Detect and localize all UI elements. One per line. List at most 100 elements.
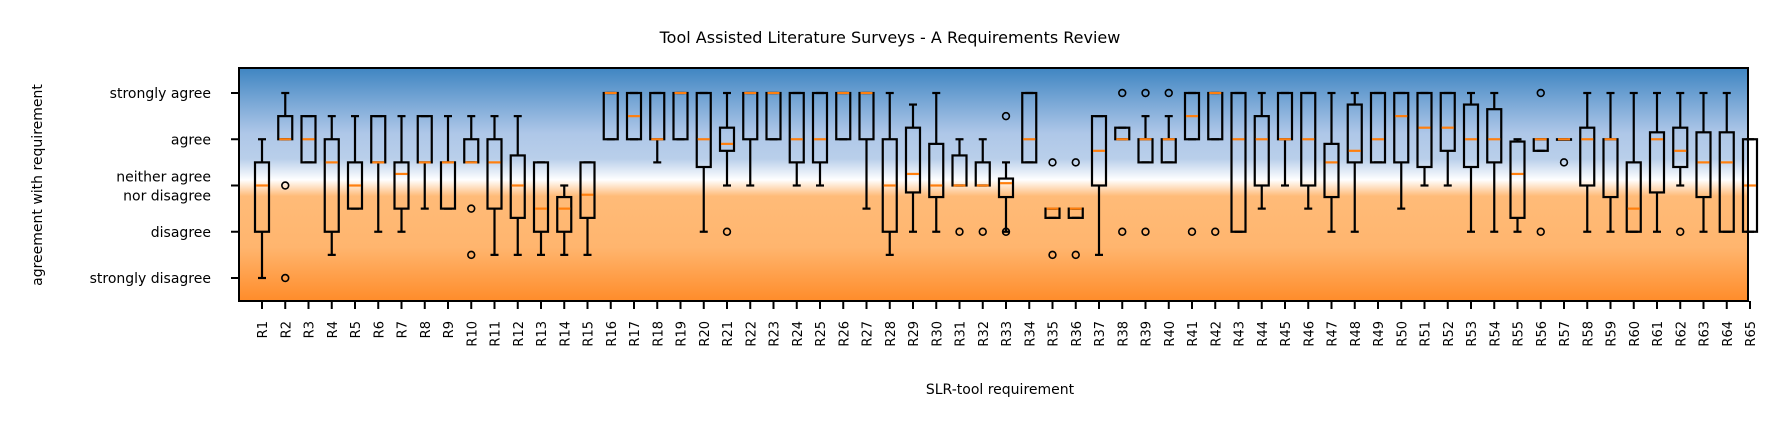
outlier-point bbox=[1536, 88, 1545, 98]
x-tick-label: R2 bbox=[279, 321, 294, 338]
box-R57 bbox=[1555, 138, 1573, 167]
x-tick-label: R44 bbox=[1256, 321, 1271, 347]
box-R19 bbox=[672, 91, 689, 141]
box-R12 bbox=[509, 115, 526, 256]
box-R49 bbox=[1369, 91, 1387, 164]
x-tick-label: R62 bbox=[1674, 321, 1689, 347]
box-R34 bbox=[1021, 91, 1038, 164]
box-R30 bbox=[928, 91, 945, 233]
x-tick-label: R19 bbox=[675, 321, 690, 347]
x-tick-label: R55 bbox=[1512, 321, 1527, 347]
box-iqr bbox=[1021, 91, 1038, 164]
box-R3 bbox=[300, 115, 317, 164]
box-R43 bbox=[1230, 91, 1247, 233]
x-tick-label: R20 bbox=[698, 321, 713, 347]
x-tick-label: R65 bbox=[1744, 321, 1759, 347]
y-tick-label: strongly agree bbox=[110, 86, 211, 102]
box-R32 bbox=[974, 138, 991, 236]
box-R38 bbox=[1114, 88, 1131, 236]
box-R45 bbox=[1276, 91, 1294, 187]
x-axis-label: SLR-tool requirement bbox=[926, 382, 1075, 398]
x-tick-label: R24 bbox=[791, 321, 806, 347]
y-axis: strongly disagree disagree neither agree no… bbox=[90, 86, 239, 287]
box-R1 bbox=[253, 138, 271, 280]
x-axis: R1 R2 R3 R4 R5 R6 R7 R8 R9 R10 R11 R12 R13 R14 R15 R16 R… bbox=[256, 301, 1759, 347]
box-R25 bbox=[811, 91, 829, 187]
box-iqr bbox=[1253, 115, 1270, 187]
x-tick-label: R40 bbox=[1163, 321, 1178, 347]
outlier-point bbox=[1536, 227, 1545, 236]
box-iqr bbox=[1695, 131, 1712, 199]
x-tick-label: R21 bbox=[721, 321, 736, 347]
outlier-point bbox=[1164, 88, 1173, 98]
x-tick-label: R17 bbox=[628, 321, 643, 347]
box-R44 bbox=[1253, 91, 1270, 210]
box-R52 bbox=[1439, 91, 1456, 187]
box-iqr bbox=[1393, 91, 1410, 164]
box-iqr bbox=[532, 161, 550, 233]
box-iqr bbox=[1718, 131, 1735, 233]
box-R21 bbox=[718, 91, 736, 236]
x-tick-label: R9 bbox=[442, 321, 457, 338]
box-iqr bbox=[300, 115, 317, 164]
outlier-point bbox=[978, 227, 987, 236]
x-tick-label: R36 bbox=[1070, 321, 1085, 347]
box-R37 bbox=[1090, 115, 1108, 256]
y-tick-label: strongly disagree bbox=[90, 271, 211, 287]
x-tick-label: R16 bbox=[605, 321, 620, 347]
x-tick-label: R6 bbox=[372, 321, 387, 338]
box-iqr bbox=[556, 195, 573, 233]
x-tick-label: R30 bbox=[930, 321, 945, 347]
x-tick-label: R3 bbox=[303, 321, 318, 338]
outlier-point bbox=[1001, 111, 1011, 121]
box-R64 bbox=[1718, 91, 1735, 233]
chart-title: Tool Assisted Literature Surveys - A Req… bbox=[659, 28, 1121, 47]
box-R23 bbox=[765, 91, 782, 141]
box-R62 bbox=[1672, 91, 1689, 236]
x-tick-label: R26 bbox=[837, 321, 852, 347]
box-R53 bbox=[1462, 91, 1480, 233]
box-iqr bbox=[253, 161, 271, 233]
box-iqr bbox=[1090, 115, 1108, 187]
box-iqr bbox=[393, 161, 410, 210]
box-iqr bbox=[486, 138, 503, 210]
x-tick-label: R58 bbox=[1581, 321, 1596, 347]
x-tick-label: R22 bbox=[744, 321, 759, 347]
x-tick-label: R15 bbox=[582, 321, 597, 347]
box-iqr bbox=[1369, 91, 1387, 164]
x-tick-label: R46 bbox=[1302, 321, 1317, 347]
box-iqr bbox=[928, 142, 945, 199]
box-iqr bbox=[346, 161, 364, 210]
outlier-point bbox=[467, 250, 476, 260]
outlier-point bbox=[467, 204, 476, 213]
box-iqr bbox=[1486, 108, 1503, 164]
x-tick-label: R45 bbox=[1279, 321, 1294, 347]
outlier-point bbox=[722, 227, 732, 236]
outlier-point bbox=[1211, 227, 1220, 236]
box-iqr bbox=[881, 138, 898, 233]
box-R8 bbox=[416, 115, 433, 210]
box-R40 bbox=[1160, 88, 1177, 164]
box-iqr bbox=[1183, 91, 1201, 141]
x-tick-label: R42 bbox=[1209, 321, 1224, 347]
x-tick-label: R54 bbox=[1488, 321, 1503, 347]
x-tick-label: R50 bbox=[1395, 321, 1410, 347]
box-iqr bbox=[788, 91, 805, 164]
x-tick-label: R57 bbox=[1558, 321, 1573, 347]
outlier-point bbox=[1048, 158, 1057, 167]
box-R41 bbox=[1183, 91, 1201, 236]
box-iqr bbox=[509, 154, 526, 219]
box-iqr bbox=[323, 138, 340, 233]
box-R13 bbox=[532, 161, 550, 256]
box-R11 bbox=[486, 115, 503, 256]
box-R9 bbox=[439, 115, 457, 210]
box-iqr bbox=[1439, 91, 1456, 152]
x-tick-label: R27 bbox=[861, 321, 876, 347]
x-tick-label: R11 bbox=[489, 321, 504, 347]
box-iqr bbox=[1416, 91, 1433, 169]
y-tick-label: neither agree nor disagree bbox=[116, 170, 211, 205]
x-tick-label: R41 bbox=[1186, 321, 1201, 347]
box-R14 bbox=[556, 184, 573, 256]
x-tick-label: R7 bbox=[396, 321, 411, 338]
